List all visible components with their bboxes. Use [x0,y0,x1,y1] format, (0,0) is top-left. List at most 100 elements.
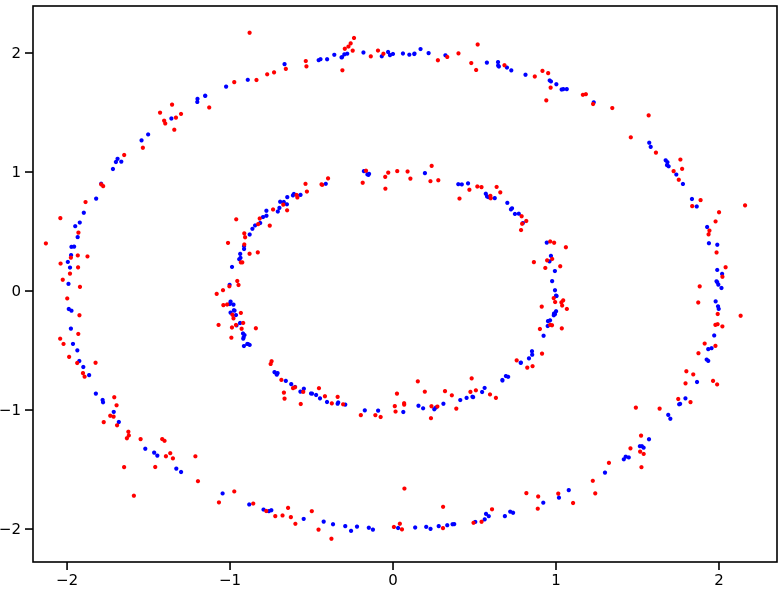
inner-circle-red-point [428,179,433,184]
outer-circle-red-point [638,449,643,454]
outer-circle-red-point [83,199,88,205]
outer-circle-red-point [456,51,461,56]
inner-circle-red-point [214,291,219,296]
outer-circle-blue-point [484,60,489,65]
inner-circle-red-point [383,186,388,191]
outer-circle-red-point [140,145,145,150]
inner-circle-blue-point [422,171,428,176]
inner-circle-blue-point [505,200,510,205]
outer-circle-red-point [657,406,662,411]
outer-circle-blue-point [361,50,366,55]
outer-circle-blue-point [705,224,710,230]
outer-circle-blue-point [81,364,86,370]
outer-circle-red-point [536,494,541,499]
outer-circle-red-point [738,313,743,318]
outer-circle-red-point [114,403,119,408]
outer-circle-red-point [77,284,83,289]
outer-circle-red-point [193,454,198,459]
inner-circle-blue-point [231,302,236,307]
inner-circle-red-point [256,222,261,227]
inner-circle-red-point [550,256,555,262]
inner-circle-blue-point [552,288,558,293]
outer-circle-red-point [435,58,440,63]
y-tick-label: 1 [11,163,21,181]
outer-circle-blue-point [116,419,121,425]
x-tick-label: −1 [219,571,241,589]
inner-circle-red-point [220,288,226,293]
inner-circle-red-point [225,302,230,307]
inner-circle-blue-point [362,408,367,413]
outer-circle-blue-point [224,84,229,89]
x-tick-label: 0 [388,571,398,589]
outer-circle-blue-point [245,77,250,82]
outer-circle-red-point [590,478,595,483]
inner-circle-red-point [240,260,245,265]
inner-circle-red-point [363,168,369,173]
outer-circle-red-point [346,44,351,49]
outer-circle-blue-point [412,51,417,56]
inner-circle-red-point [392,404,397,409]
outer-circle-blue-point [325,57,330,62]
inner-circle-red-point [487,392,493,397]
inner-circle-red-point [531,260,536,265]
inner-circle-red-point [493,395,499,400]
outlier-point [742,203,748,208]
inner-circle-red-point [234,217,239,222]
outer-circle-blue-point [509,68,514,73]
outer-circle-blue-point [318,57,323,62]
outer-circle-red-point [80,371,86,376]
inner-circle-red-point [428,416,434,421]
inner-circle-red-point [304,189,309,194]
inner-circle-blue-point [516,211,521,216]
x-tick-label: 1 [551,571,561,589]
outlier-point [247,30,252,35]
outer-circle-blue-point [663,158,668,163]
inner-circle-red-point [241,320,246,326]
outer-circle-blue-point [694,379,700,385]
outer-circle-red-point [714,250,719,255]
outer-circle-blue-point [321,519,326,524]
inner-circle-red-point [518,227,524,233]
outer-circle-blue-point [110,166,116,172]
inner-circle-blue-point [314,392,319,398]
inner-circle-red-point [281,390,287,395]
outer-circle-red-point [82,374,87,379]
inner-circle-red-point [233,322,239,328]
outer-circle-blue-point [716,282,721,287]
inner-circle-red-point [230,312,235,317]
outer-circle-red-point [173,115,179,120]
outer-circle-blue-point [343,524,348,529]
inner-circle-blue-point [518,360,523,365]
inner-circle-blue-point [237,257,242,262]
inner-circle-red-point [429,163,434,168]
outer-circle-red-point [163,454,169,459]
outer-circle-red-point [445,54,450,60]
inner-circle-red-point [303,181,308,186]
outer-circle-blue-point [387,53,393,58]
outer-circle-red-point [61,341,66,347]
inner-circle-blue-point [250,226,255,231]
inner-circle-red-point [341,402,346,407]
outer-circle-red-point [479,519,484,524]
outlier-point [402,486,407,491]
inner-circle-blue-point [526,356,532,361]
inner-circle-red-point [415,379,420,384]
inner-circle-red-point [549,323,555,328]
outer-circle-blue-point [113,159,118,165]
outer-circle-blue-point [332,52,337,57]
inner-circle-blue-point [308,391,314,396]
outer-circle-blue-point [677,402,682,407]
inner-circle-blue-point [545,319,551,324]
outer-circle-blue-point [452,522,457,527]
outer-circle-blue-point [445,523,450,528]
axes-spines [32,5,778,563]
outer-circle-red-point [475,42,480,47]
inner-circle-red-point [519,214,524,219]
outer-circle-red-point [162,118,167,123]
outer-circle-red-point [713,322,718,327]
outer-circle-blue-point [664,162,670,168]
outer-circle-blue-point [282,62,287,67]
outer-circle-blue-point [715,242,720,247]
outer-circle-red-point [68,255,73,260]
